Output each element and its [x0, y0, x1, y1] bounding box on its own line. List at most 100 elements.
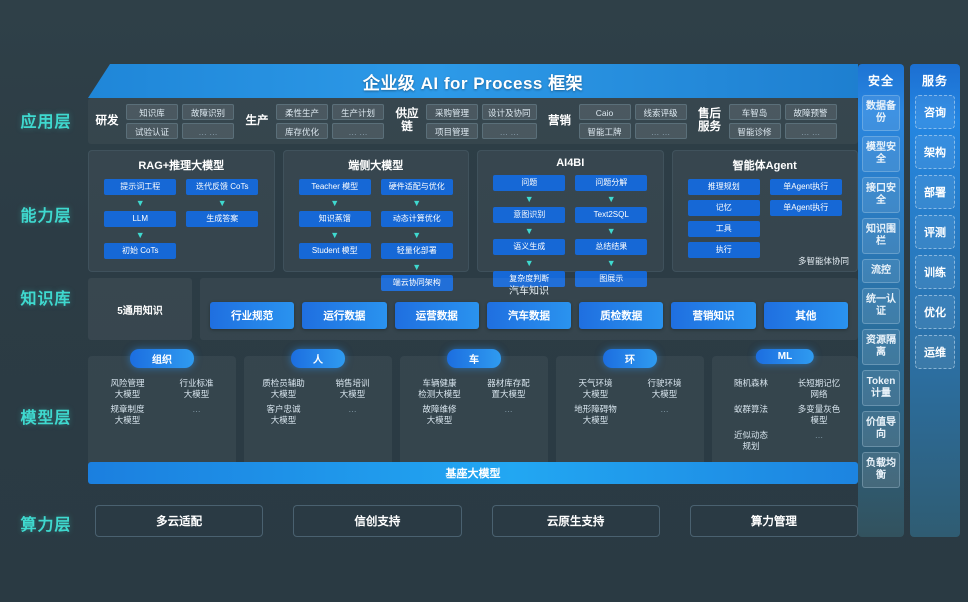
capability-node[interactable]: 生成答案 — [186, 211, 259, 227]
app-cell[interactable]: 试验认证 — [126, 122, 178, 139]
model-item[interactable]: … — [660, 404, 669, 414]
app-cell[interactable]: 项目管理 — [426, 122, 478, 139]
capability-node[interactable]: 复杂度判断 — [493, 271, 566, 287]
model-item[interactable]: 器材库存配 置大模型 — [487, 378, 530, 399]
app-cell[interactable]: 柔性生产 — [276, 103, 328, 120]
knowledge-chip[interactable]: 运行数据 — [302, 302, 387, 329]
security-item[interactable]: Token计量 — [862, 370, 900, 406]
model-item[interactable]: 客户忠诚 大模型 — [266, 404, 301, 425]
security-item[interactable]: 资源隔离 — [862, 329, 900, 365]
capability-node[interactable]: 语义生成 — [493, 239, 566, 255]
capability-node[interactable]: 单Agent执行 — [769, 179, 842, 195]
app-cell[interactable]: 故障预警 — [784, 103, 837, 120]
capability-node[interactable]: 意图识别 — [493, 207, 566, 223]
app-cell[interactable]: … … — [784, 122, 837, 139]
app-cell[interactable]: 智能诊修 — [728, 122, 781, 139]
capability-node[interactable]: 执行 — [687, 242, 760, 258]
service-item[interactable]: 部署 — [915, 175, 955, 209]
base-model-bar: 基座大模型 — [88, 462, 858, 484]
model-item[interactable]: 车辆健康 检测大模型 — [418, 378, 461, 399]
service-item[interactable]: 咨询 — [915, 95, 955, 129]
model-item[interactable]: … — [504, 404, 513, 414]
app-cell[interactable]: 库存优化 — [276, 122, 328, 139]
app-cell[interactable]: 采购管理 — [426, 103, 478, 120]
capability-node[interactable]: 单Agent执行 — [769, 200, 842, 216]
compute-button[interactable]: 算力管理 — [689, 505, 858, 537]
model-item-grid: 风险管理 大模型 行业标准 大模型规章制度 大模型 … — [88, 372, 236, 432]
security-item[interactable]: 负载均衡 — [862, 452, 900, 488]
app-cell[interactable]: 设计及协同 — [482, 103, 537, 120]
compute-button[interactable]: 信创支持 — [293, 505, 462, 537]
security-item[interactable]: 模型安全 — [862, 136, 900, 172]
capability-node[interactable]: LLM — [104, 211, 177, 227]
app-cell[interactable]: … … — [482, 122, 537, 139]
model-item[interactable]: 多变量灰色 模型 — [797, 404, 841, 425]
knowledge-chip[interactable]: 营销知识 — [671, 302, 756, 329]
knowledge-chip[interactable]: 质检数据 — [579, 302, 664, 329]
model-item[interactable]: 长短期记忆 网络 — [797, 378, 841, 399]
knowledge-chip[interactable]: 运营数据 — [394, 302, 479, 329]
app-cell[interactable]: 知识库 — [126, 103, 178, 120]
service-item[interactable]: 优化 — [915, 295, 955, 329]
compute-button[interactable]: 云原生支持 — [491, 505, 660, 537]
security-item[interactable]: 知识围栏 — [862, 218, 900, 254]
capability-node[interactable]: 迭代反馈 CoTs — [186, 179, 259, 195]
knowledge-chip[interactable]: 汽车数据 — [486, 302, 572, 329]
app-cell-column: 柔性生产 库存优化 — [276, 103, 328, 139]
model-item[interactable]: … — [192, 404, 201, 414]
security-item[interactable]: 价值导向 — [862, 411, 900, 447]
capability-node[interactable]: 轻量化部署 — [380, 243, 453, 259]
capability-node[interactable]: 端云协同架构 — [380, 275, 453, 291]
security-item[interactable]: 数据备份 — [862, 95, 900, 131]
app-cell[interactable]: … … — [332, 122, 384, 139]
security-item[interactable]: 接口安全 — [862, 177, 900, 213]
app-cell[interactable]: 车智岛 — [728, 103, 781, 120]
capability-node[interactable]: 问题分解 — [575, 175, 648, 191]
app-cell[interactable]: … … — [634, 122, 687, 139]
compute-button[interactable]: 多云适配 — [95, 505, 264, 537]
app-cell[interactable]: 智能工牌 — [578, 122, 631, 139]
model-item[interactable]: 天气环境 大模型 — [578, 378, 613, 399]
model-item[interactable]: 故障维修 大模型 — [422, 404, 457, 425]
service-item[interactable]: 评测 — [915, 215, 955, 249]
capability-node[interactable]: 硬件适配与优化 — [380, 179, 453, 195]
service-item[interactable]: 运维 — [915, 335, 955, 369]
model-item[interactable]: … — [814, 430, 824, 440]
security-item[interactable]: 流控 — [862, 259, 900, 283]
capability-node[interactable]: 提示词工程 — [104, 179, 177, 195]
model-item[interactable]: 近似动态 规划 — [733, 430, 768, 451]
capability-node[interactable]: 记忆 — [687, 200, 760, 216]
model-item[interactable]: 随机森林 — [733, 378, 768, 388]
capability-node[interactable]: 推理规划 — [687, 179, 760, 195]
capability-node[interactable]: 总结结果 — [575, 239, 648, 255]
knowledge-chip[interactable]: 其他 — [763, 302, 848, 329]
model-item[interactable]: … — [348, 404, 357, 414]
model-item[interactable]: 规章制度 大模型 — [110, 404, 145, 425]
model-item[interactable]: 行驶环境 大模型 — [647, 378, 682, 399]
model-item[interactable]: 质检员辅助 大模型 — [262, 378, 305, 399]
security-item[interactable]: 统一认证 — [862, 288, 900, 324]
capability-node[interactable]: Teacher 模型 — [298, 179, 371, 195]
app-cell[interactable]: Caio — [578, 103, 631, 120]
app-cell[interactable]: 线索评级 — [634, 103, 687, 120]
app-cell[interactable]: 生产计划 — [332, 103, 384, 120]
model-item[interactable]: 行业标准 大模型 — [179, 378, 214, 399]
knowledge-chip[interactable]: 行业规范 — [210, 302, 295, 329]
app-cell[interactable]: … … — [182, 122, 234, 139]
app-cell[interactable]: 故障识别 — [182, 103, 234, 120]
capability-node[interactable]: 知识蒸馏 — [298, 211, 371, 227]
service-item[interactable]: 架构 — [915, 135, 955, 169]
capability-node[interactable]: Text2SQL — [575, 207, 648, 223]
model-item[interactable]: 风险管理 大模型 — [110, 378, 145, 399]
capability-node[interactable]: 动态计算优化 — [380, 211, 453, 227]
layer-label-knowledge: 知识库 — [20, 291, 72, 308]
model-item[interactable]: 蚁群算法 — [733, 404, 768, 414]
capability-node[interactable]: 初始 CoTs — [104, 243, 177, 259]
capability-node[interactable]: 工具 — [687, 221, 760, 237]
model-item[interactable]: 地形障碍物 大模型 — [574, 404, 617, 425]
capability-node[interactable]: 问题 — [493, 175, 566, 191]
capability-node[interactable]: Student 模型 — [298, 243, 371, 259]
capability-node[interactable]: 图展示 — [575, 271, 648, 287]
service-item[interactable]: 训练 — [915, 255, 955, 289]
model-item[interactable]: 销售培训 大模型 — [335, 378, 370, 399]
